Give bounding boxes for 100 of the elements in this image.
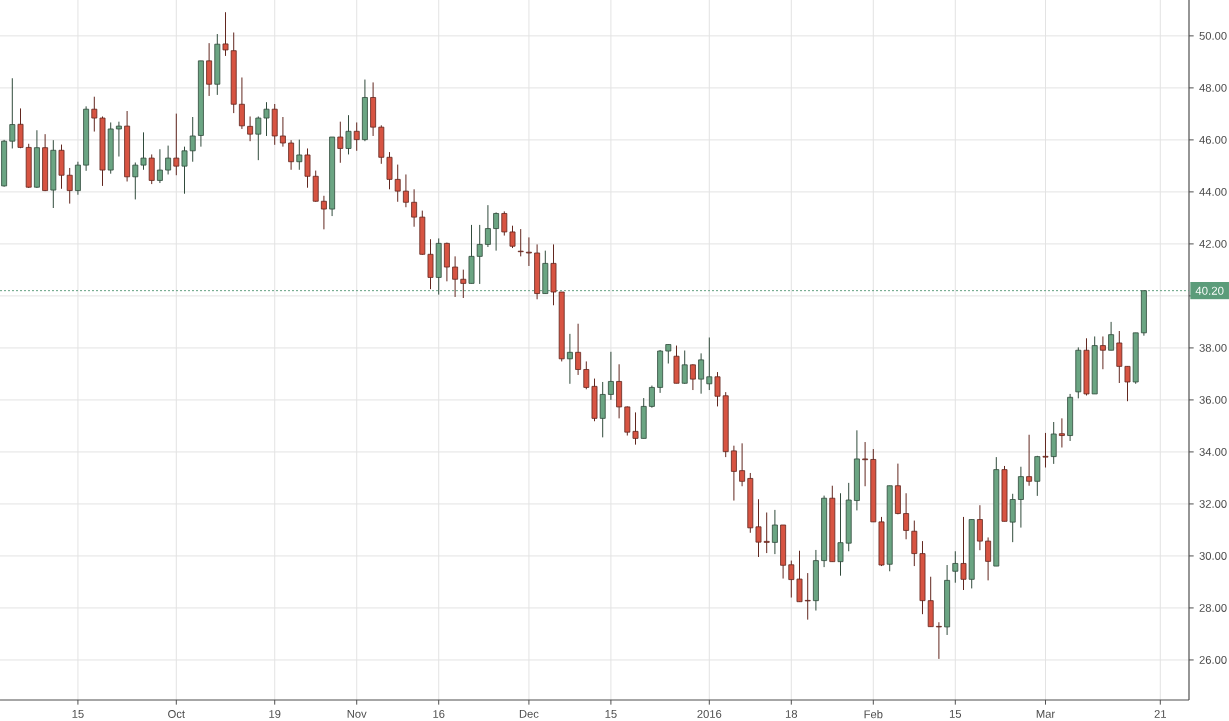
y-tick-label: 48.00 bbox=[1199, 83, 1227, 92]
candlestick bbox=[165, 145, 172, 175]
candlestick bbox=[706, 337, 713, 391]
y-tick-label: 42.00 bbox=[1199, 239, 1227, 248]
candlestick bbox=[681, 350, 688, 385]
x-tick-label: Dec bbox=[519, 710, 539, 718]
candlestick bbox=[788, 560, 795, 599]
candlestick bbox=[935, 621, 942, 660]
candlestick bbox=[443, 242, 450, 282]
candlestick bbox=[903, 492, 910, 540]
candlestick bbox=[1026, 434, 1033, 487]
x-tick-label: Nov bbox=[347, 710, 367, 718]
candlestick bbox=[1108, 321, 1115, 351]
candlestick bbox=[206, 42, 213, 97]
candlestick bbox=[1099, 335, 1106, 370]
candlestick bbox=[452, 255, 459, 298]
x-tick-label: 15 bbox=[949, 710, 962, 718]
candlestick bbox=[960, 516, 967, 591]
candlestick bbox=[255, 115, 262, 161]
y-tick-label: 30.00 bbox=[1199, 551, 1227, 560]
candlestick bbox=[476, 224, 483, 285]
candlestick bbox=[1009, 493, 1016, 543]
candlestick bbox=[288, 139, 295, 171]
candlestick bbox=[222, 11, 229, 57]
candlestick bbox=[17, 107, 24, 149]
candlestick bbox=[665, 344, 672, 365]
candlestick bbox=[9, 77, 16, 149]
x-tick-label: 21 bbox=[1154, 710, 1166, 718]
candlestick bbox=[763, 512, 770, 554]
x-tick-label: Feb bbox=[864, 710, 883, 719]
candlestick bbox=[911, 520, 918, 567]
candlestick bbox=[862, 441, 869, 487]
candlestick bbox=[952, 550, 959, 584]
candlestick bbox=[115, 121, 122, 158]
candlestick bbox=[493, 211, 500, 252]
candlestick bbox=[632, 411, 639, 446]
candlestick bbox=[566, 333, 573, 385]
candlestick bbox=[279, 116, 286, 148]
x-tick-label: 16 bbox=[433, 710, 445, 718]
candlestick bbox=[525, 236, 532, 267]
candlestick bbox=[238, 76, 245, 130]
x-tick-label: Mar bbox=[1036, 710, 1055, 718]
candlestick bbox=[156, 148, 163, 184]
y-tick-label: 46.00 bbox=[1199, 135, 1227, 144]
candlestick bbox=[66, 167, 73, 205]
candlestick bbox=[1124, 365, 1131, 402]
candlestick bbox=[173, 113, 180, 176]
candlestick bbox=[1050, 421, 1057, 465]
candlestick bbox=[985, 536, 992, 581]
y-tick-label: 38.00 bbox=[1199, 343, 1227, 352]
y-tick-label: 34.00 bbox=[1199, 447, 1227, 456]
x-tick-label: 19 bbox=[269, 710, 281, 718]
candlestick bbox=[1042, 432, 1049, 469]
x-tick-label: 15 bbox=[72, 710, 84, 718]
candlestick bbox=[1058, 417, 1065, 448]
y-tick-label: 32.00 bbox=[1199, 499, 1227, 508]
candlestick bbox=[804, 572, 811, 621]
x-tick-label: 15 bbox=[605, 710, 617, 718]
candlestick bbox=[304, 147, 311, 189]
ref-line-label: 40.20 bbox=[1195, 286, 1224, 295]
candlestick bbox=[739, 442, 746, 487]
candlestick bbox=[386, 151, 393, 190]
candlestick bbox=[648, 385, 655, 409]
y-tick-label: 44.00 bbox=[1199, 187, 1227, 196]
candlestick bbox=[509, 225, 516, 249]
candlestick bbox=[296, 139, 303, 171]
candlestick bbox=[771, 509, 778, 555]
candlestick bbox=[460, 269, 467, 299]
x-tick-label: Oct bbox=[168, 710, 185, 718]
y-tick-label: 26.00 bbox=[1199, 655, 1227, 664]
candlestick bbox=[484, 204, 491, 248]
candlestick bbox=[976, 504, 983, 551]
candlestick bbox=[575, 323, 582, 376]
candlestick bbox=[148, 153, 155, 185]
candlestick bbox=[755, 498, 762, 558]
candlestick bbox=[320, 195, 327, 230]
candlestick bbox=[181, 146, 188, 195]
y-tick-label: 50.00 bbox=[1199, 31, 1227, 40]
candlestick bbox=[599, 381, 606, 438]
candlestick bbox=[263, 101, 270, 137]
candlestick bbox=[402, 173, 409, 208]
candlestick bbox=[337, 121, 344, 164]
candlestick bbox=[1017, 466, 1024, 529]
candlestick bbox=[501, 210, 508, 237]
candlestick bbox=[698, 352, 705, 395]
candlestick bbox=[345, 114, 352, 155]
candlestick bbox=[796, 550, 803, 603]
x-tick-label: 2016 bbox=[697, 710, 722, 718]
candlestick bbox=[583, 360, 590, 390]
candlestick bbox=[91, 96, 98, 133]
candlestick bbox=[607, 351, 614, 401]
y-tick-label: 36.00 bbox=[1199, 395, 1227, 404]
candlestick bbox=[411, 188, 418, 228]
candlestick bbox=[1116, 330, 1123, 384]
candlestick bbox=[837, 492, 844, 577]
candlestick bbox=[189, 116, 196, 163]
candlestick bbox=[353, 121, 360, 152]
x-tick-label: 18 bbox=[785, 710, 798, 718]
candlestick bbox=[689, 363, 696, 391]
y-tick-label: 28.00 bbox=[1199, 603, 1227, 612]
